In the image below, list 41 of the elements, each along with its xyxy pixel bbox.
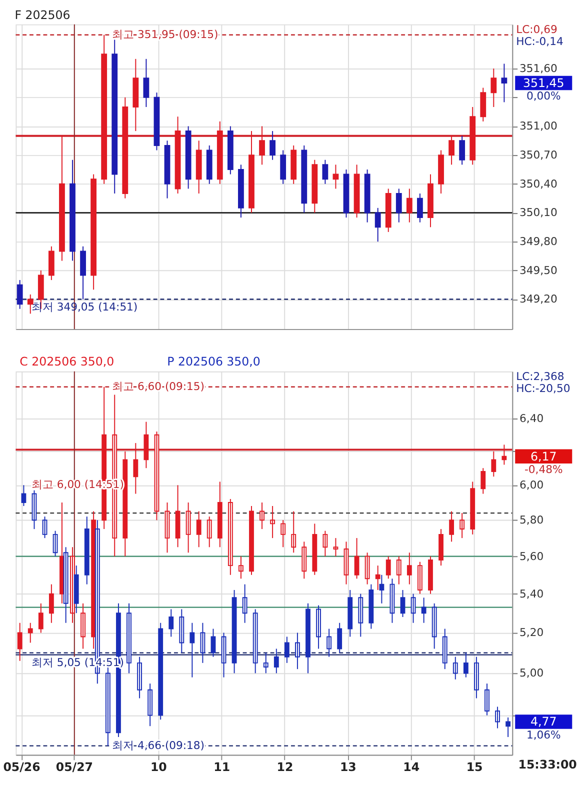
y-tick-label: 5,40 bbox=[520, 587, 544, 600]
y-tick-label: 350,70 bbox=[520, 148, 558, 162]
text: C 202506 350,0 bbox=[20, 354, 114, 368]
y-tick-label: 349,20 bbox=[520, 292, 558, 306]
text: P 202506 350,0 bbox=[167, 354, 260, 368]
y-tick-label: 350,40 bbox=[520, 177, 558, 190]
x-tick-label: 05/26 bbox=[3, 760, 40, 774]
x-tick-label: 05/27 bbox=[56, 760, 93, 774]
y-tick-label: 349,80 bbox=[520, 235, 558, 248]
y-tick-label: 5,80 bbox=[520, 514, 544, 527]
y-tick-label: 6,00 bbox=[520, 478, 544, 492]
candlestick bbox=[501, 63, 508, 103]
y-tick-label: 6,40 bbox=[520, 412, 544, 426]
y-tick-label: 351,60 bbox=[520, 62, 558, 75]
text: LC:2,368 bbox=[516, 370, 564, 384]
text: 6,17 bbox=[530, 449, 557, 464]
text: -0,48% bbox=[524, 463, 563, 476]
y-tick-label: 350,10 bbox=[520, 206, 558, 220]
text: LC:0,69 bbox=[516, 23, 558, 36]
y-tick-label: 351,00 bbox=[520, 120, 558, 133]
annotation: 최고 6,60 (09:15) bbox=[112, 380, 205, 393]
x-tick-label: 14 bbox=[403, 760, 420, 774]
annotation: 최저 4,66 (09:18) bbox=[112, 738, 205, 752]
text: 1,06% bbox=[526, 728, 561, 742]
annotation: 최고 351,95 (09:15) bbox=[112, 28, 218, 41]
text: 351,45 bbox=[523, 76, 564, 90]
text: 4,77 bbox=[530, 714, 557, 729]
x-tick-label: 13 bbox=[340, 760, 356, 774]
text: HC:-0,14 bbox=[516, 34, 564, 48]
y-tick-label: 5,00 bbox=[520, 666, 544, 680]
y-tick-label: 349,50 bbox=[520, 264, 558, 277]
y-tick-label: 5,60 bbox=[520, 550, 544, 563]
x-tick-label: 11 bbox=[214, 760, 230, 774]
x-tick-label: 15 bbox=[466, 760, 483, 774]
text: 15:33:00 bbox=[518, 757, 577, 772]
y-tick-label: 5,20 bbox=[520, 626, 544, 640]
text: HC:-20,50 bbox=[516, 382, 570, 395]
text: 0,00% bbox=[526, 90, 561, 103]
x-tick-label: 12 bbox=[276, 760, 294, 774]
chart-title: F 202506 bbox=[14, 8, 70, 22]
x-tick-label: 10 bbox=[150, 760, 167, 774]
